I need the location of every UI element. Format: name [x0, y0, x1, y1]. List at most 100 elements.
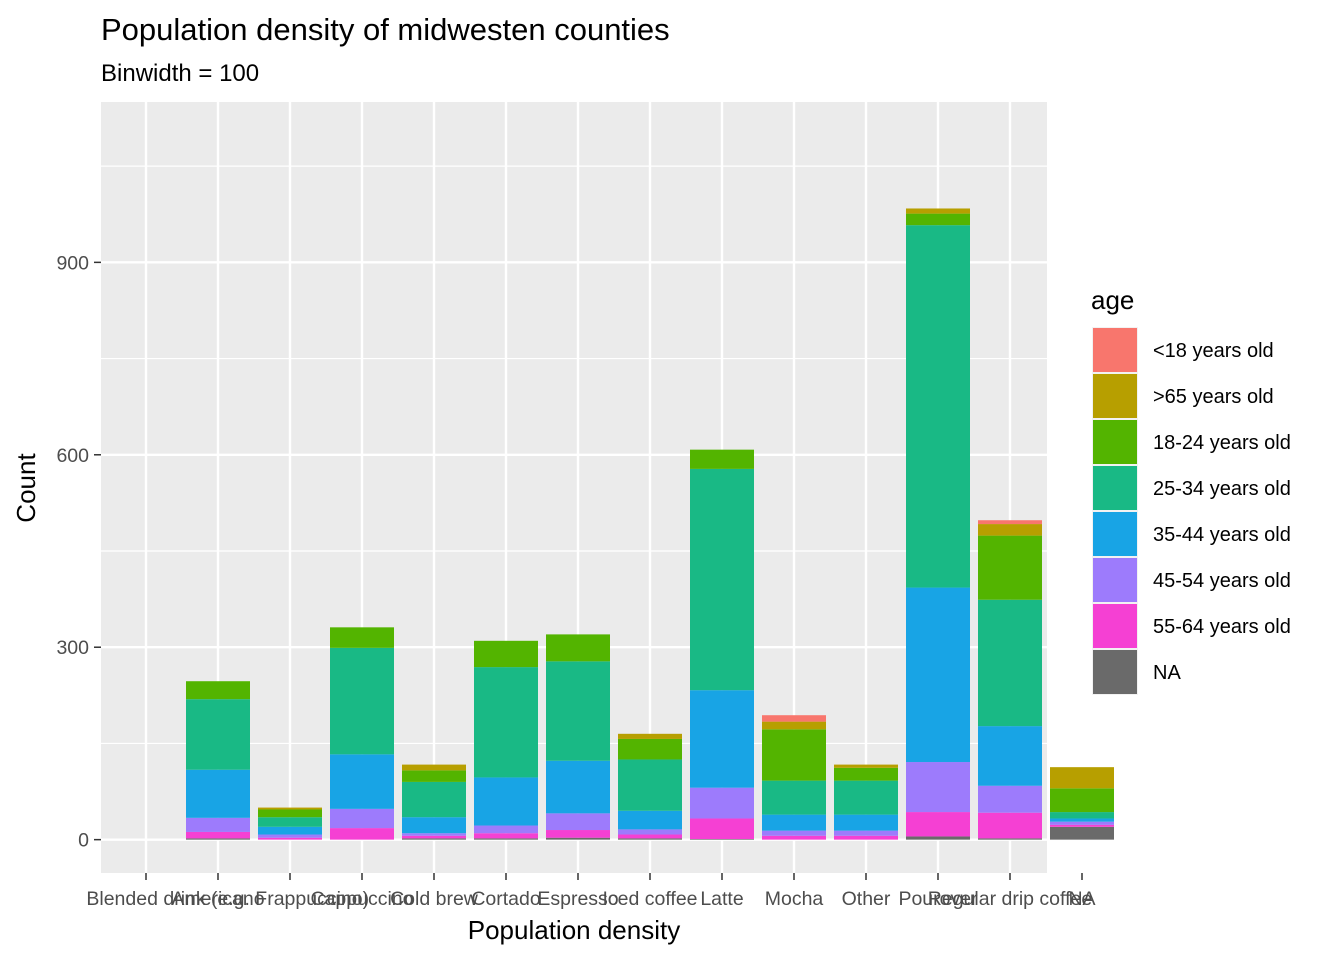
x-tick-label: Cappuccino: [311, 888, 414, 910]
legend-swatch: [1093, 512, 1137, 556]
bar-segment-25-34-years-old: [1050, 812, 1114, 819]
x-axis-title: Population density: [468, 915, 680, 945]
y-tick-label: 0: [78, 830, 89, 852]
legend-label: <18 years old: [1153, 340, 1274, 362]
legend-swatch: [1093, 466, 1137, 510]
bars: [186, 208, 1114, 840]
bar-segment-na: [978, 838, 1042, 840]
x-tick-label: Blended drink: [86, 888, 205, 910]
bar-segment-55-64-years-old: [402, 835, 466, 839]
bar-segment-45-54-years-old: [762, 830, 826, 836]
bar-segment-65-years-old: [402, 764, 466, 771]
bar-segment-45-54-years-old: [690, 787, 754, 819]
bar-segment-18-24-years-old: [978, 535, 1042, 600]
x-tick-label: Mocha: [765, 888, 824, 910]
bar-segment-35-44-years-old: [978, 726, 1042, 786]
bar-segment-18-24-years-old: [690, 449, 754, 469]
legend-swatch: [1093, 558, 1137, 602]
bar-segment-55-64-years-old: [330, 828, 394, 840]
bar-segment-na: [402, 838, 466, 840]
bar-segment-45-54-years-old: [186, 817, 250, 832]
bar-segment-65-years-old: [1050, 767, 1114, 789]
bar-segment-45-54-years-old: [402, 833, 466, 836]
bar-segment-18-years-old: [762, 715, 826, 722]
minor-gridlines: [101, 165, 1047, 745]
bar-segment-na: [618, 838, 682, 840]
bar-segment-18-24-years-old: [1050, 788, 1114, 813]
chart-title: Population density of midwesten counties: [101, 12, 670, 47]
bar-segment-45-54-years-old: [330, 808, 394, 829]
bar-segment-45-54-years-old: [1050, 821, 1114, 825]
bar-segment-35-44-years-old: [834, 814, 898, 831]
bar-segment-45-54-years-old: [834, 830, 898, 836]
bar-segment-35-44-years-old: [762, 814, 826, 831]
bar-segment-25-34-years-old: [690, 468, 754, 691]
legend-label: 45-54 years old: [1153, 570, 1291, 592]
bar-segment-65-years-old: [834, 764, 898, 768]
bar-segment-55-64-years-old: [258, 837, 322, 840]
x-tick-label: Iced coffee: [602, 888, 697, 910]
x-tick-label: Americano: [171, 888, 264, 910]
bar-segment-45-54-years-old: [618, 829, 682, 835]
x-tick-label: Cortado: [471, 888, 541, 910]
bar-segment-35-44-years-old: [186, 769, 250, 818]
bar-segment-45-54-years-old: [906, 762, 970, 813]
bar-segment-65-years-old: [762, 721, 826, 730]
bar-segment-35-44-years-old: [402, 817, 466, 834]
legend-label: 25-34 years old: [1153, 478, 1291, 500]
bar-segment-35-44-years-old: [474, 777, 538, 826]
bar-segment-65-years-old: [258, 807, 322, 810]
bar-segment-55-64-years-old: [834, 835, 898, 840]
bar-segment-18-24-years-old: [762, 729, 826, 781]
bar-segment-18-24-years-old: [906, 213, 970, 226]
bar-segment-25-34-years-old: [618, 759, 682, 811]
x-tick-label: Latte: [700, 888, 743, 910]
legend-title: age: [1091, 285, 1134, 315]
bar-segment-45-54-years-old: [546, 813, 610, 831]
bar-segment-25-34-years-old: [834, 780, 898, 815]
bar-segment-55-64-years-old: [906, 812, 970, 837]
bar-segment-25-34-years-old: [546, 661, 610, 761]
bar-segment-45-54-years-old: [978, 785, 1042, 813]
bar-segment-35-44-years-old: [906, 587, 970, 763]
legend-label: 35-44 years old: [1153, 524, 1291, 546]
bar-segment-18-24-years-old: [834, 767, 898, 781]
bar-segment-25-34-years-old: [186, 699, 250, 770]
legend-label: >65 years old: [1153, 386, 1274, 408]
x-tick-label: (e.g. Frappuccino): [211, 888, 369, 910]
bar-segment-55-64-years-old: [618, 834, 682, 839]
bar-segment-55-64-years-old: [690, 818, 754, 840]
bar-segment-18-24-years-old: [618, 738, 682, 760]
legend: age <18 years old >65 years old 18-24 year…: [1091, 285, 1291, 695]
bar-segment-25-34-years-old: [402, 781, 466, 818]
bar-segment-na: [906, 836, 970, 840]
bar-segment-18-24-years-old: [402, 770, 466, 782]
x-tick-label: Regular drip coffee: [928, 888, 1092, 910]
x-tick-label: NA: [1068, 888, 1095, 910]
bar-segment-65-years-old: [978, 524, 1042, 536]
bar-segment-35-44-years-old: [1050, 818, 1114, 822]
bar-segment-35-44-years-old: [690, 690, 754, 788]
bar-segment-35-44-years-old: [546, 760, 610, 814]
bar-segment-65-years-old: [618, 733, 682, 739]
legend-swatch: [1093, 650, 1137, 694]
bar-segment-18-years-old: [978, 520, 1042, 525]
legend-swatch: [1093, 604, 1137, 648]
legend-swatch: [1093, 420, 1137, 464]
bar-segment-55-64-years-old: [1050, 824, 1114, 827]
bar-segment-45-54-years-old: [258, 834, 322, 838]
y-tick-label: 300: [56, 637, 89, 659]
y-axis-title: Count: [11, 453, 41, 523]
x-tick-label: Pourover: [898, 888, 978, 910]
chart-subtitle: Binwidth = 100: [101, 60, 259, 87]
bar-segment-45-54-years-old: [474, 825, 538, 834]
bar-segment-25-34-years-old: [330, 647, 394, 755]
y-axis: 0 300 600 900: [56, 252, 101, 852]
bar-segment-18-24-years-old: [474, 640, 538, 668]
bar-segment-25-34-years-old: [762, 780, 826, 815]
x-tick-label: Other: [842, 888, 891, 910]
bar-segment-55-64-years-old: [546, 830, 610, 838]
x-tick-label: Espresso: [537, 888, 618, 910]
y-tick-label: 600: [56, 445, 89, 467]
